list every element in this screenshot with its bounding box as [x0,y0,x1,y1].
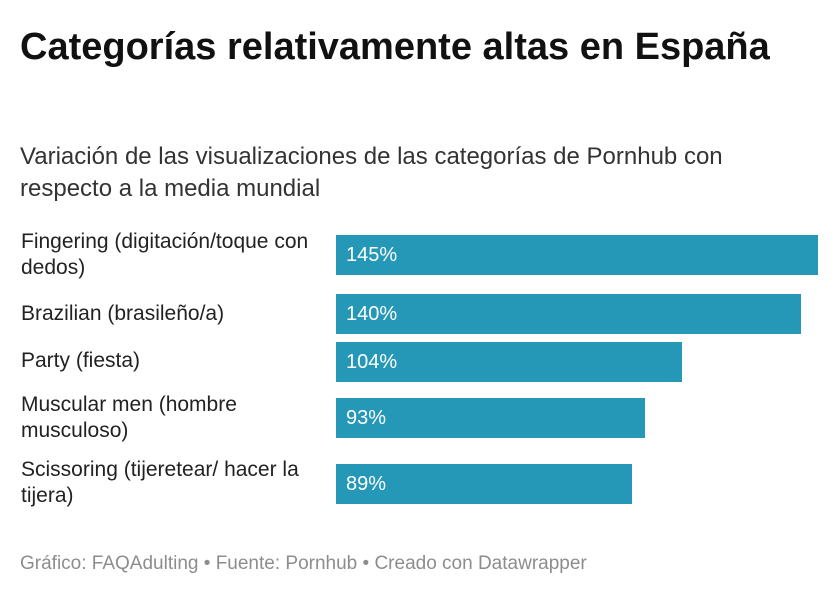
category-label: Party (fiesta) [21,349,141,372]
bar [336,235,818,275]
bar-value-label: 104% [346,351,398,373]
bar-value-label: 140% [346,303,398,325]
category-label: Scissoring (tijeretear/ hacer la tijera) [21,458,299,507]
category-label: Muscular men (hombre musculoso) [21,393,237,442]
bar [336,464,632,504]
footer-separator: • [357,553,375,574]
credit-text: Gráfico: FAQAdulting [20,553,199,574]
bar-value-label: 89% [346,473,387,495]
bar [336,294,801,334]
bar-value-label: 145% [346,244,398,266]
bar [336,398,645,438]
chart-footer: Gráfico: FAQAdulting • Fuente: Pornhub •… [20,552,587,576]
chart-title: Categorías relativamente altas en España [20,26,770,68]
tool-text: Creado con Datawrapper [374,553,587,574]
chart-subtitle: Variación de las visualizaciones de las … [20,143,723,202]
category-label: Fingering (digitación/toque con dedos) [21,230,309,279]
source-text: Fuente: Pornhub [215,553,358,574]
bar-value-label: 93% [346,407,387,429]
category-label: Brazilian (brasileño/a) [21,302,225,325]
bar [336,342,682,382]
footer-separator: • [198,553,216,574]
